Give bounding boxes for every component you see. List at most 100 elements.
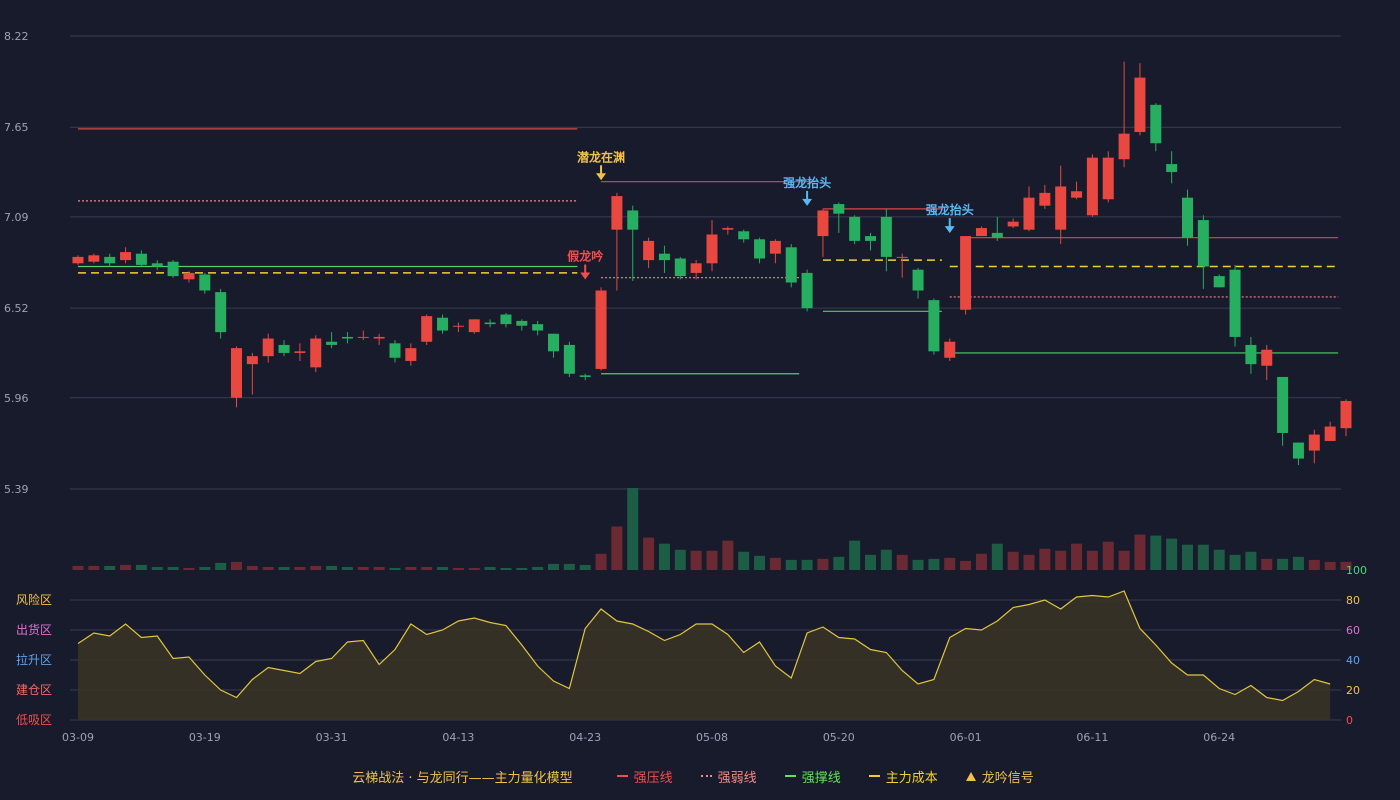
zone-label: 拉升区 bbox=[16, 652, 52, 667]
candle-body bbox=[579, 375, 591, 377]
volume-bar bbox=[912, 559, 924, 570]
legend-item-dragon-signal[interactable]: 龙吟信号 bbox=[965, 767, 1034, 786]
candle-body bbox=[452, 325, 464, 327]
volume-bar bbox=[310, 565, 322, 570]
candle-body bbox=[1150, 104, 1162, 144]
candle-body bbox=[865, 236, 876, 241]
volume-bar bbox=[88, 565, 100, 570]
candle-body bbox=[960, 236, 972, 310]
volume-bar bbox=[690, 550, 702, 570]
x-tick-label: 06-01 bbox=[950, 731, 982, 744]
model-y-tick-label: 20 bbox=[1346, 684, 1360, 697]
arrow-down-icon bbox=[596, 173, 607, 181]
volume-bar bbox=[865, 554, 876, 570]
legend-item-strong-support[interactable]: 强撑线 bbox=[784, 767, 841, 786]
candle-body bbox=[1118, 133, 1130, 160]
arrow-down-icon bbox=[944, 226, 955, 234]
candle-body bbox=[1039, 192, 1051, 206]
y-tick-label: 6.52 bbox=[4, 302, 29, 315]
volume-bar bbox=[1277, 558, 1289, 570]
volume-bar bbox=[278, 566, 290, 570]
volume-bar bbox=[722, 540, 734, 570]
x-tick-label: 05-08 bbox=[696, 731, 728, 744]
candle-body bbox=[500, 314, 512, 325]
volume-bar bbox=[611, 526, 623, 570]
candle-body bbox=[278, 344, 290, 353]
volume-bar bbox=[1118, 550, 1130, 570]
candle-body bbox=[896, 256, 908, 258]
candle-body bbox=[1308, 434, 1320, 451]
candle-body bbox=[532, 324, 544, 331]
volume-bar bbox=[326, 565, 338, 570]
legend-item-main-cost[interactable]: 主力成本 bbox=[868, 767, 938, 786]
x-tick-label: 04-23 bbox=[569, 731, 601, 744]
volume-bar bbox=[658, 543, 670, 570]
candle-body bbox=[801, 272, 813, 309]
candle-body bbox=[1071, 191, 1083, 198]
candle-body bbox=[690, 263, 702, 273]
signal-label: 假龙吟 bbox=[567, 249, 603, 264]
candle-body bbox=[167, 261, 179, 277]
volume-bar bbox=[801, 559, 813, 570]
y-tick-label: 7.09 bbox=[4, 211, 29, 224]
volume-bar bbox=[849, 540, 861, 570]
candle-body bbox=[1007, 221, 1019, 227]
volume-bar bbox=[341, 566, 353, 570]
candle-body bbox=[643, 240, 655, 261]
arrow-down-icon bbox=[580, 272, 591, 280]
candle-body bbox=[437, 317, 449, 331]
volume-bar bbox=[1150, 535, 1162, 570]
legend-item-strength-line[interactable]: 强弱线 bbox=[700, 767, 757, 786]
volume-bar bbox=[262, 566, 274, 570]
volume-bar bbox=[246, 565, 258, 570]
legend-label: 主力成本 bbox=[885, 770, 938, 786]
volume-bar bbox=[468, 567, 480, 570]
candle-body bbox=[516, 320, 528, 326]
candle-body bbox=[627, 210, 639, 230]
candle-body bbox=[785, 247, 797, 283]
triangle-icon bbox=[965, 771, 976, 781]
candle-body bbox=[880, 216, 892, 257]
zone-label: 建仓区 bbox=[16, 683, 52, 697]
candle-body bbox=[1086, 157, 1098, 216]
candle-body bbox=[484, 322, 496, 325]
candle-body bbox=[1261, 349, 1273, 366]
candle-body bbox=[405, 348, 417, 361]
candle-body bbox=[310, 338, 322, 368]
candle-body bbox=[991, 232, 1003, 238]
candle-body bbox=[611, 196, 623, 230]
candle-body bbox=[738, 231, 750, 240]
volume-bar bbox=[104, 565, 116, 570]
volume-bar bbox=[960, 560, 972, 570]
volume-bar bbox=[199, 566, 211, 570]
candle-body bbox=[658, 253, 670, 261]
volume-bar bbox=[1134, 534, 1146, 570]
legend-label: 强弱线 bbox=[717, 770, 757, 786]
volume-bar bbox=[1182, 544, 1193, 570]
candle-body bbox=[389, 343, 401, 358]
chart-legend: 云梯战法 · 与龙同行——主力量化模型 强压线 强弱线 强撑线 主力成本 龙吟信… bbox=[0, 764, 1400, 788]
legend-swatch-solid-green bbox=[784, 775, 796, 777]
volume-bar bbox=[595, 553, 607, 570]
volume-bar bbox=[1023, 554, 1035, 570]
x-tick-label: 03-19 bbox=[189, 731, 221, 744]
volume-bar bbox=[421, 566, 433, 570]
candle-body bbox=[120, 252, 132, 261]
candle-body bbox=[341, 336, 353, 339]
candle-body bbox=[215, 292, 227, 333]
x-tick-label: 06-24 bbox=[1203, 731, 1235, 744]
candle-body bbox=[912, 269, 924, 291]
candle-body bbox=[817, 210, 829, 237]
volume-bar bbox=[563, 563, 575, 570]
x-tick-label: 03-31 bbox=[316, 731, 348, 744]
volume-bar bbox=[785, 559, 797, 570]
candle-body bbox=[849, 216, 861, 241]
volume-bar bbox=[548, 563, 559, 570]
candle-body bbox=[1134, 77, 1146, 133]
legend-item-strong-resistance[interactable]: 强压线 bbox=[616, 767, 673, 786]
volume-bar bbox=[1166, 538, 1178, 570]
candle-body bbox=[1166, 164, 1178, 173]
candle-body bbox=[262, 338, 274, 357]
y-tick-label: 7.65 bbox=[4, 121, 29, 134]
model-y-tick-label: 60 bbox=[1346, 624, 1360, 637]
